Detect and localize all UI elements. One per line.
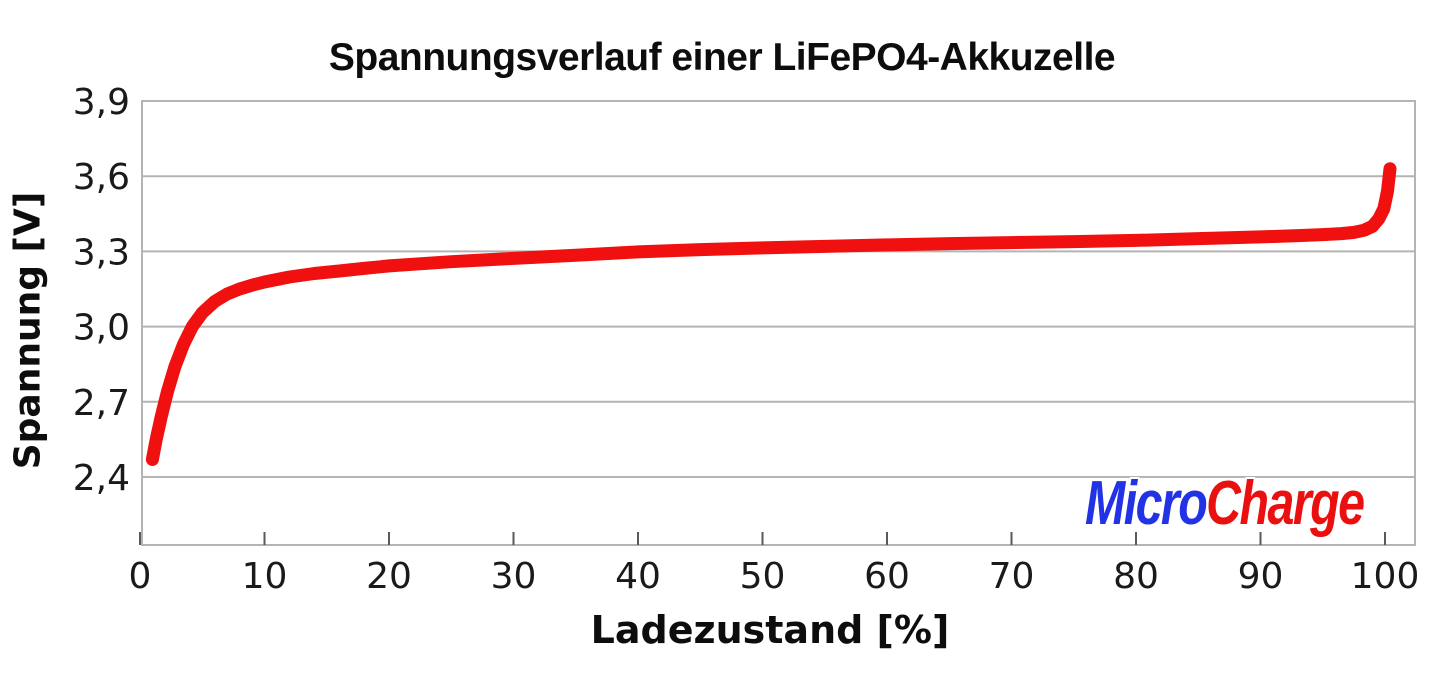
logo-text-micro: Micro (1085, 469, 1208, 538)
x-axis-title: Ladezustand [%] (590, 608, 950, 652)
x-tick-label: 0 (129, 556, 152, 597)
logo-microcharge: MicroCharge (1085, 468, 1365, 539)
x-tick-label: 10 (242, 556, 288, 597)
x-tick-label: 30 (491, 556, 537, 597)
voltage-curve (145, 162, 1397, 466)
x-tick-label: 100 (1351, 556, 1420, 597)
y-tick-label: 3,9 (73, 82, 130, 123)
plot-frame (141, 100, 1416, 546)
x-tick-label: 80 (1113, 556, 1159, 597)
x-tick-label: 20 (366, 556, 412, 597)
x-tick-label: 90 (1238, 556, 1284, 597)
logo-text-charge: Charge (1206, 469, 1365, 538)
x-tick-label: 60 (864, 556, 910, 597)
y-tick-label: 3,0 (73, 308, 130, 349)
y-tick-label: 2,7 (73, 383, 130, 424)
x-tick-label: 40 (615, 556, 661, 597)
x-tick-label: 50 (740, 556, 786, 597)
y-tick-label: 3,3 (73, 232, 130, 273)
x-tick-label: 70 (989, 556, 1035, 597)
chart-title: Spannungsverlauf einer LiFePO4-Akkuzelle (328, 36, 1116, 79)
y-tick-label: 3,6 (73, 157, 130, 198)
y-tick-label: 2,4 (73, 458, 130, 499)
